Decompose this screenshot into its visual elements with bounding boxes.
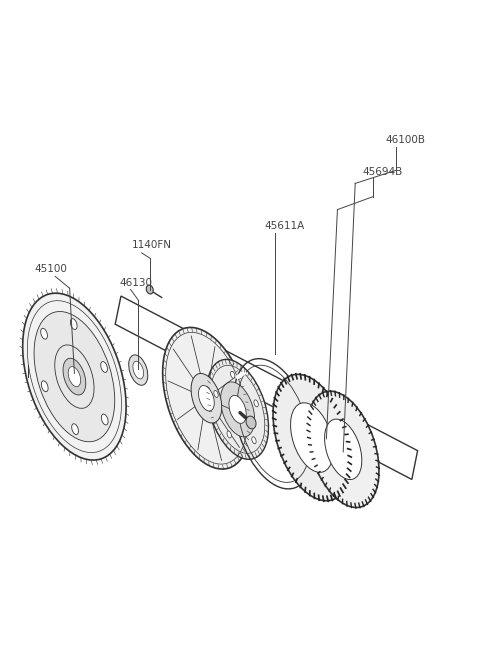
Ellipse shape (214, 390, 218, 398)
Ellipse shape (191, 373, 222, 423)
Ellipse shape (252, 437, 256, 444)
Ellipse shape (324, 419, 362, 479)
Text: 45611A: 45611A (264, 221, 304, 231)
Ellipse shape (227, 431, 231, 438)
Ellipse shape (133, 361, 144, 379)
Ellipse shape (129, 355, 148, 385)
Ellipse shape (41, 381, 48, 392)
Ellipse shape (41, 328, 48, 339)
Ellipse shape (221, 382, 254, 437)
Ellipse shape (163, 328, 250, 469)
Text: 46100B: 46100B (385, 136, 425, 145)
Ellipse shape (34, 312, 115, 441)
Ellipse shape (101, 362, 108, 373)
Text: 46130: 46130 (119, 278, 152, 288)
Ellipse shape (199, 386, 214, 411)
Ellipse shape (71, 319, 77, 329)
Text: 45100: 45100 (35, 264, 67, 274)
Ellipse shape (23, 293, 126, 460)
Ellipse shape (307, 391, 379, 508)
Ellipse shape (230, 371, 235, 378)
Ellipse shape (273, 374, 351, 501)
Ellipse shape (146, 285, 153, 294)
Ellipse shape (290, 403, 334, 472)
Ellipse shape (72, 424, 78, 434)
Ellipse shape (63, 358, 86, 395)
Ellipse shape (68, 367, 81, 386)
Ellipse shape (246, 416, 256, 429)
Ellipse shape (101, 414, 108, 425)
Ellipse shape (254, 400, 258, 407)
Ellipse shape (229, 396, 246, 423)
Ellipse shape (207, 360, 268, 459)
Text: 45694B: 45694B (362, 167, 403, 177)
Text: 1140FN: 1140FN (132, 240, 172, 250)
